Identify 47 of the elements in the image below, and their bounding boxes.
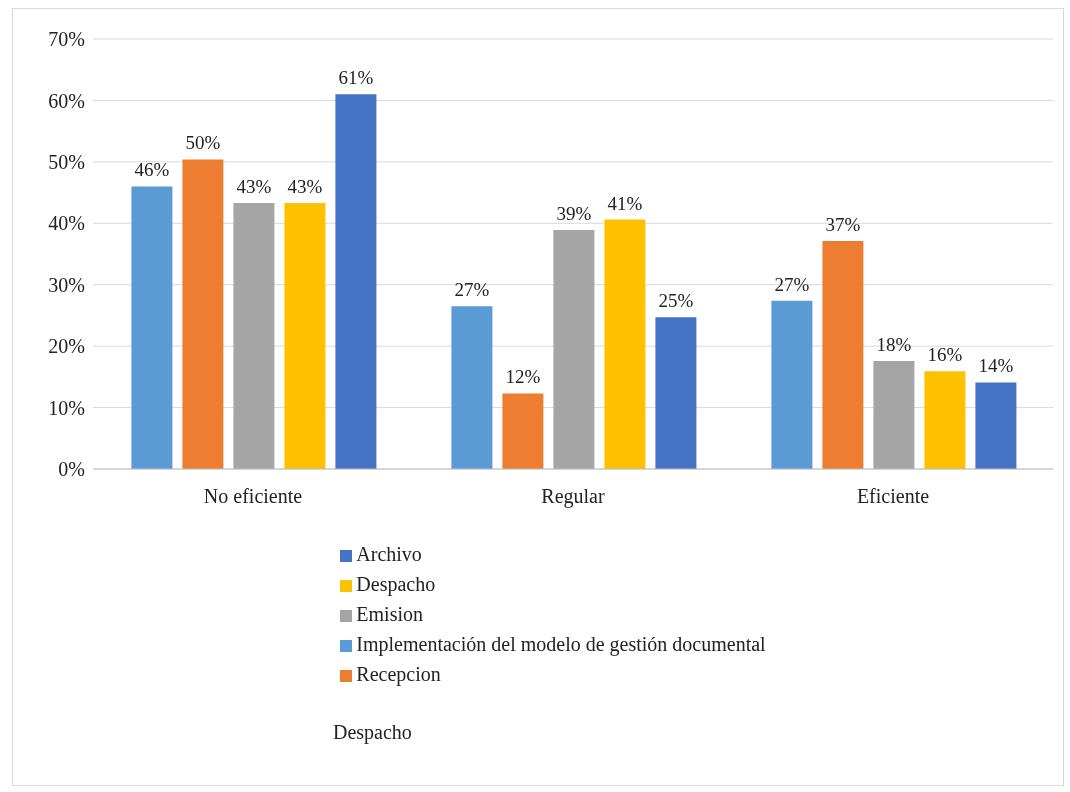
y-tick-label: 70%: [48, 28, 85, 51]
y-tick-label: 40%: [48, 212, 85, 235]
text: Despacho: [333, 721, 412, 744]
y-tick-label: 10%: [48, 396, 85, 419]
legend-label: Despacho: [356, 573, 436, 595]
bar: [822, 241, 864, 469]
x-tick-label: Eficiente: [856, 485, 930, 508]
data-label: 46%: [134, 159, 170, 181]
y-tick-label: 20%: [48, 335, 85, 358]
y-tick-label: 60%: [48, 89, 85, 112]
bar: [284, 203, 326, 469]
bar: [335, 94, 377, 469]
data-label: 43%: [236, 176, 272, 198]
data-label: 43%: [287, 176, 323, 198]
y-tick-label: 0%: [58, 458, 85, 481]
bar: [502, 393, 544, 469]
bar: [451, 306, 493, 469]
bar: [553, 230, 595, 469]
data-label: 27%: [454, 279, 490, 301]
y-tick-label: 50%: [48, 150, 85, 173]
data-label: 12%: [505, 366, 541, 388]
data-label: 25%: [658, 290, 694, 312]
data-label: 39%: [556, 203, 592, 225]
data-label: 50%: [185, 132, 221, 154]
data-label: 41%: [607, 192, 643, 214]
y-tick-label: 30%: [48, 273, 85, 296]
data-label: 27%: [774, 273, 810, 295]
bar: [975, 382, 1017, 469]
bar: [233, 203, 275, 469]
bar: [131, 186, 173, 469]
bar: [604, 219, 646, 469]
x-tick-label: No eficiente: [203, 485, 303, 508]
bar: [924, 371, 966, 469]
data-label: 14%: [978, 355, 1014, 377]
bar: [655, 317, 697, 469]
data-label: 16%: [927, 344, 963, 366]
bar: [873, 360, 915, 469]
data-label: 61%: [338, 67, 374, 89]
legend-label: Emision: [356, 603, 423, 625]
legend-label: Archivo: [356, 543, 422, 565]
data-label: 37%: [825, 214, 861, 236]
bar: [182, 159, 224, 469]
bar: [771, 300, 813, 469]
data-label: 18%: [876, 333, 912, 355]
legend-label: Recepcion: [356, 663, 441, 685]
x-tick-label: Regular: [541, 485, 605, 509]
legend-label: Implementación del modelo de gestión documental: [356, 633, 766, 655]
